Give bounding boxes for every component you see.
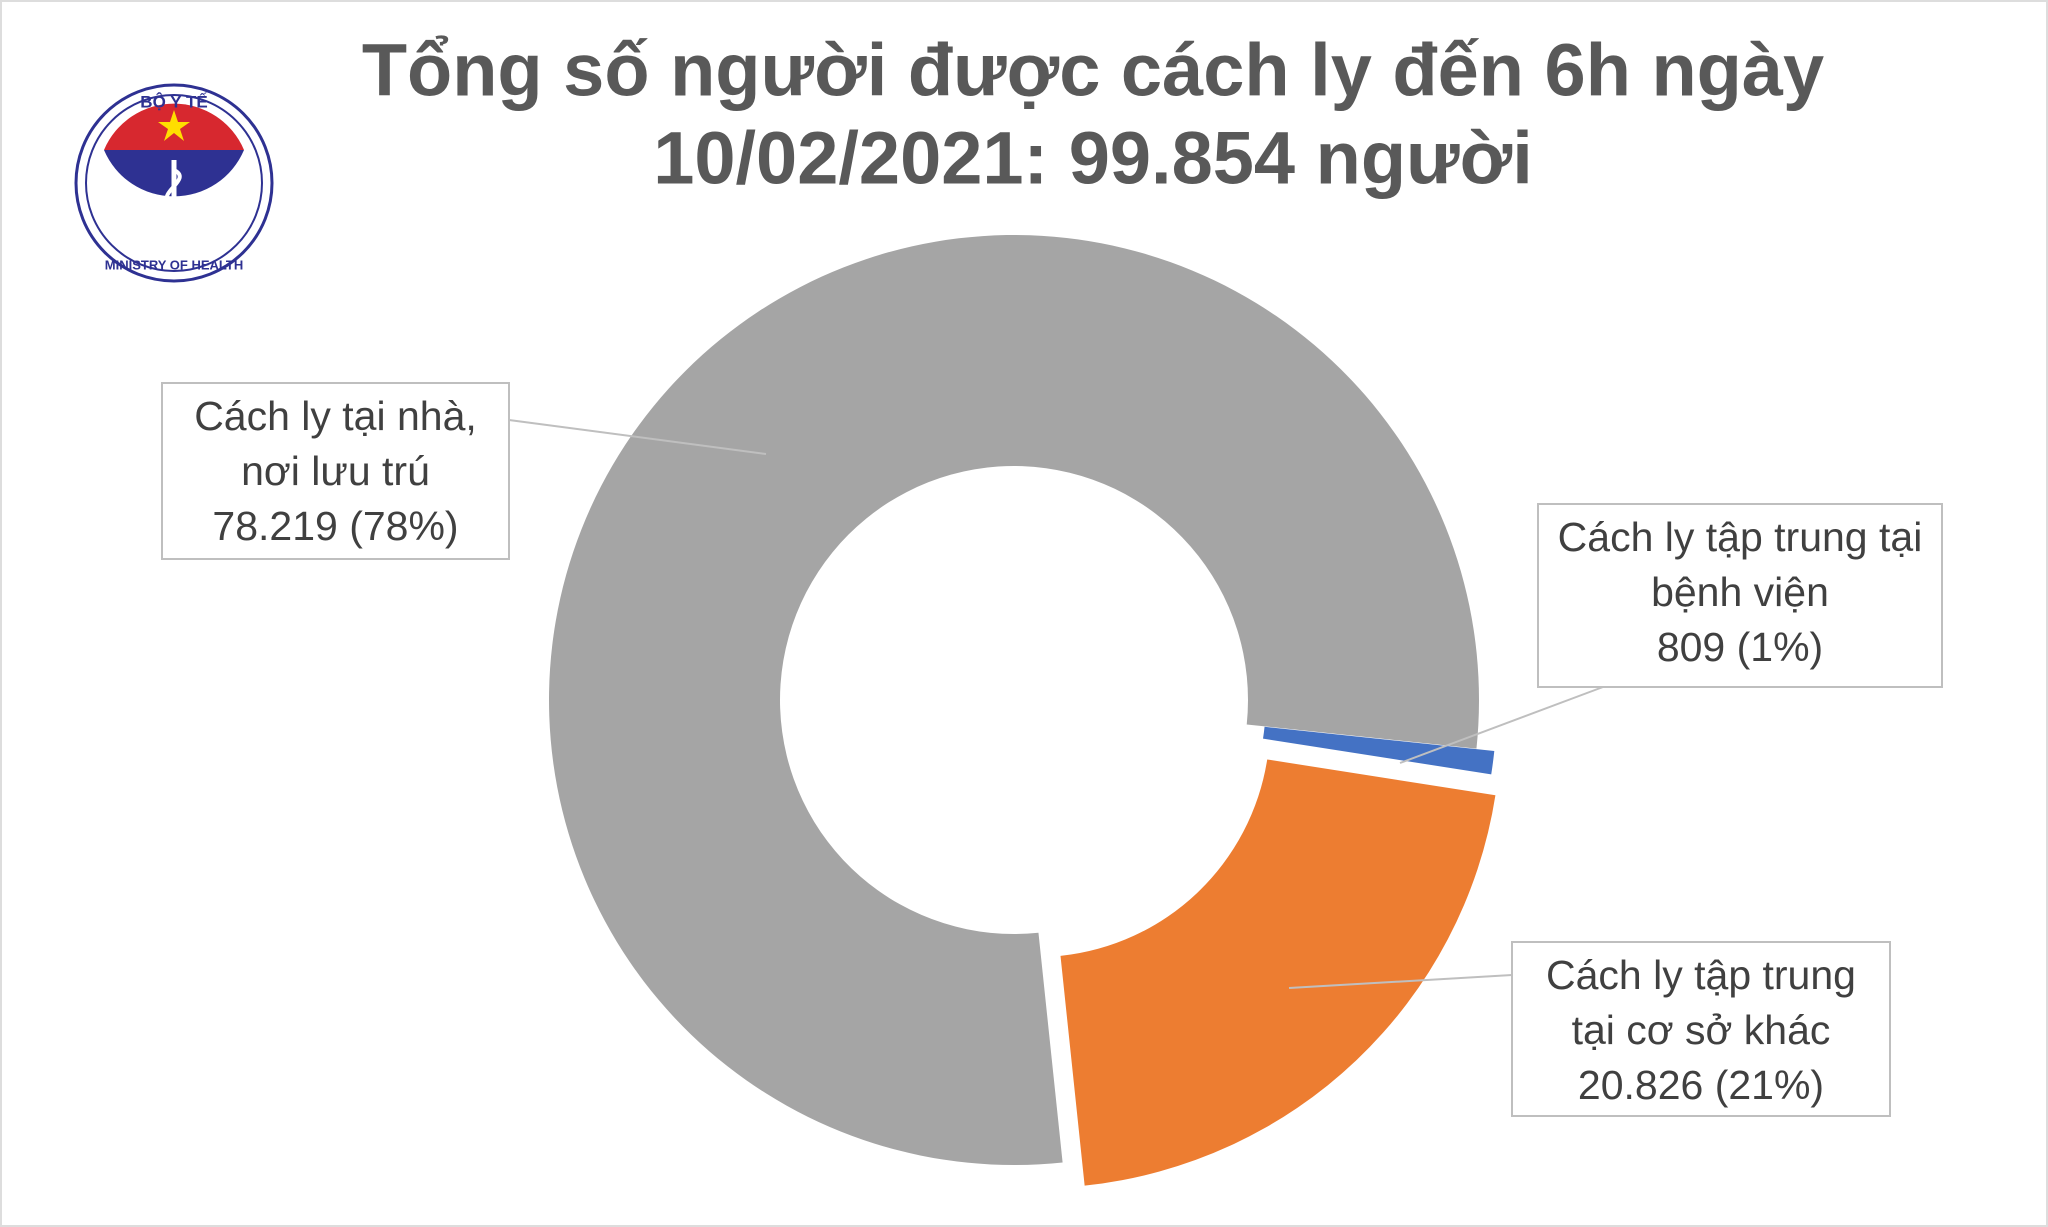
category-label: nơi lưu trú (241, 448, 430, 494)
label-box (1511, 941, 1891, 1117)
label-box (1537, 503, 1943, 688)
logo-bottom-text: MINISTRY OF HEALTH (105, 257, 243, 272)
chart-title: 10/02/2021: 99.854 người (653, 117, 1533, 200)
slice (549, 235, 1480, 1165)
logo-star (158, 110, 190, 141)
chart-title: Tổng số người được cách ly đến 6h ngày (362, 29, 1824, 112)
category-label: tại cơ sở khác (1572, 1007, 1831, 1053)
slice (1060, 759, 1496, 1186)
logo-snake (164, 168, 183, 242)
logo-ring (74, 83, 274, 283)
leader-line (1288, 974, 1513, 989)
value-label: 809 (1%) (1657, 624, 1823, 670)
leader-line (508, 419, 767, 455)
label-box (161, 382, 510, 560)
value-label: 78.219 (78%) (212, 503, 458, 549)
category-label: Cách ly tập trung (1546, 952, 1856, 998)
value-label: 20.826 (21%) (1578, 1062, 1824, 1108)
logo-ring (85, 94, 263, 272)
category-label: Cách ly tập trung tại (1558, 514, 1923, 560)
category-label: bệnh viện (1651, 569, 1829, 615)
leader-line (1399, 686, 1604, 764)
slice (1263, 726, 1495, 775)
logo: BỘ Y TẾ MINISTRY OF HEALTH (74, 83, 274, 283)
category-label: Cách ly tại nhà, (194, 393, 477, 439)
logo-top-text: BỘ Y TẾ (140, 92, 207, 111)
